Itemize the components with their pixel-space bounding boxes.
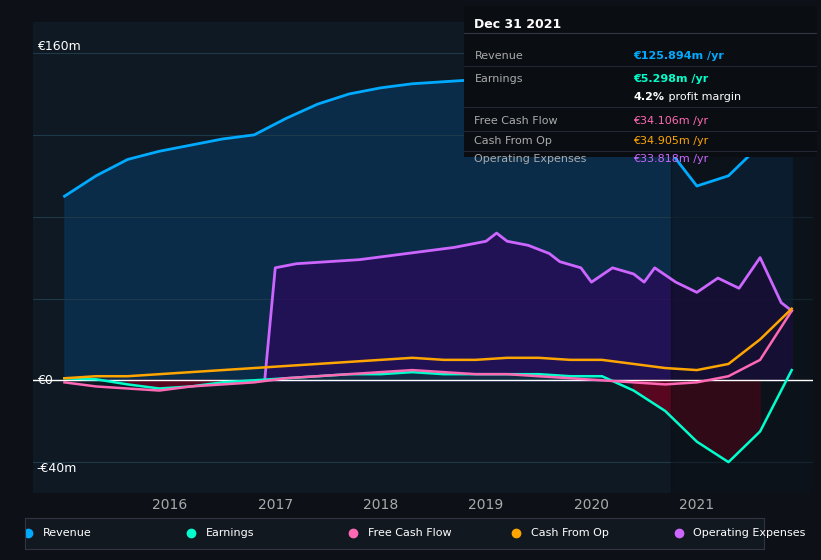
Text: Earnings: Earnings [475, 73, 523, 83]
Text: Dec 31 2021: Dec 31 2021 [475, 18, 562, 31]
Text: Free Cash Flow: Free Cash Flow [369, 529, 452, 538]
Text: Revenue: Revenue [475, 51, 523, 61]
Text: Cash From Op: Cash From Op [475, 136, 553, 146]
Text: 4.2%: 4.2% [633, 92, 664, 102]
Bar [671, 22, 813, 493]
Text: Earnings: Earnings [205, 529, 255, 538]
Text: €34.905m /yr: €34.905m /yr [633, 136, 709, 146]
Text: profit margin: profit margin [665, 92, 741, 102]
Text: €0: €0 [37, 374, 53, 387]
Text: €160m: €160m [37, 40, 80, 53]
Text: Operating Expenses: Operating Expenses [694, 529, 805, 538]
Text: €34.106m /yr: €34.106m /yr [633, 116, 709, 126]
Text: Operating Expenses: Operating Expenses [475, 154, 587, 164]
Text: €5.298m /yr: €5.298m /yr [633, 73, 709, 83]
Text: Revenue: Revenue [44, 529, 92, 538]
Text: -€40m: -€40m [37, 462, 77, 475]
Text: €125.894m /yr: €125.894m /yr [633, 51, 724, 61]
Text: Free Cash Flow: Free Cash Flow [475, 116, 558, 126]
Text: Cash From Op: Cash From Op [531, 529, 608, 538]
Text: €33.818m /yr: €33.818m /yr [633, 154, 709, 164]
